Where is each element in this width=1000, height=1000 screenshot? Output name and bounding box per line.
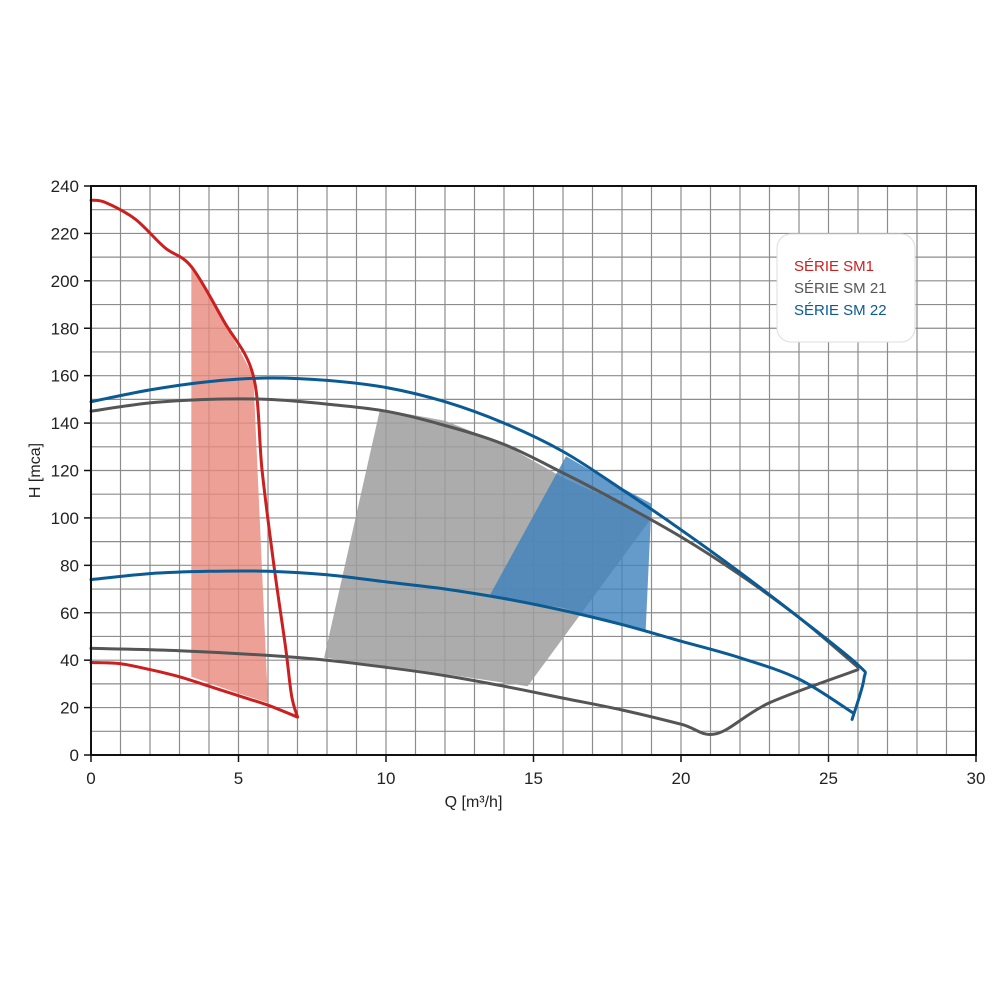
y-tick-label: 240 bbox=[51, 177, 79, 196]
serie-sm-22-curve-max bbox=[89, 376, 867, 721]
serie-sm-22-operating-region bbox=[489, 456, 652, 632]
y-tick-label: 40 bbox=[60, 651, 79, 670]
x-tick-label: 15 bbox=[524, 769, 543, 788]
y-tick-label: 80 bbox=[60, 556, 79, 575]
y-tick-label: 180 bbox=[51, 319, 79, 338]
x-tick-label: 10 bbox=[377, 769, 396, 788]
serie-sm1-operating-region bbox=[191, 266, 268, 703]
y-tick-label: 220 bbox=[51, 224, 79, 243]
y-axis: 0 20 40 60 80 100 120 140 160 180 200 220 240 bbox=[51, 177, 91, 765]
legend-entry-sm1: SÉRIE SM1 bbox=[794, 258, 874, 275]
operating-regions bbox=[191, 266, 652, 703]
serie-sm-21-curve-min bbox=[89, 646, 860, 736]
serie-sm-22-curve-min bbox=[89, 569, 854, 714]
x-tick-label: 20 bbox=[672, 769, 691, 788]
serie-sm1-curve-max bbox=[89, 198, 299, 719]
x-tick-label: 5 bbox=[234, 769, 243, 788]
serie-sm-21-curve-max bbox=[89, 397, 860, 669]
legend: SÉRIE SM1 SÉRIE SM 21 SÉRIE SM 22 bbox=[776, 233, 916, 343]
y-tick-label: 160 bbox=[51, 367, 79, 386]
y-tick-label: 100 bbox=[51, 509, 79, 528]
x-tick-label: 0 bbox=[86, 769, 95, 788]
y-tick-label: 140 bbox=[51, 414, 79, 433]
legend-entry-sm22: SÉRIE SM 22 bbox=[794, 302, 887, 319]
legend-entry-sm21: SÉRIE SM 21 bbox=[794, 280, 887, 297]
y-tick-label: 120 bbox=[51, 462, 79, 481]
y-axis-label: H [mca] bbox=[27, 443, 44, 498]
performance-curves bbox=[89, 198, 867, 736]
legend-box bbox=[776, 233, 916, 343]
serie-sm-21-operating-region bbox=[324, 408, 652, 687]
y-tick-label: 20 bbox=[60, 699, 79, 718]
y-tick-label: 60 bbox=[60, 604, 79, 623]
y-tick-label: 0 bbox=[70, 746, 79, 765]
x-axis: 0 5 10 15 20 25 30 bbox=[86, 755, 985, 788]
x-tick-label: 30 bbox=[967, 769, 986, 788]
x-axis-label: Q [m³/h] bbox=[445, 794, 503, 811]
y-tick-label: 200 bbox=[51, 272, 79, 291]
serie-sm1-curve-min bbox=[89, 661, 299, 719]
x-tick-label: 25 bbox=[819, 769, 838, 788]
